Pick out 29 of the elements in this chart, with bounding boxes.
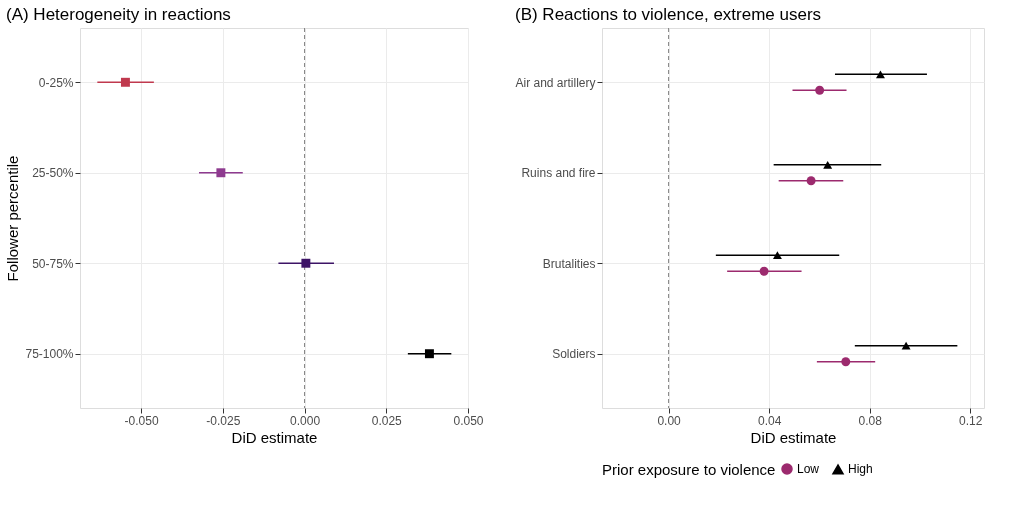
y-tick-label: 25-50% <box>32 166 74 181</box>
x-tick-label: 0.050 <box>453 413 484 428</box>
x-tick-label: -0.025 <box>206 413 241 428</box>
legend-label: Low <box>797 462 820 476</box>
x-tick-label: 0.12 <box>959 413 983 428</box>
x-tick-label: 0.08 <box>858 413 883 428</box>
point <box>301 258 311 268</box>
x-tick-label: 0.000 <box>290 413 321 428</box>
x-axis-title: DiD estimate <box>231 428 318 446</box>
legend-label: High <box>848 462 873 477</box>
x-tick-label: 0.04 <box>757 413 782 428</box>
y-tick-label: Brutalities <box>542 256 596 271</box>
legend-title: Prior exposure to violence <box>602 461 776 478</box>
point <box>120 77 130 87</box>
y-tick-label: Air and artillery <box>515 75 596 90</box>
x-tick-label: 0.00 <box>657 413 682 428</box>
y-tick-label: 75-100% <box>25 347 74 362</box>
y-axis-title: Follower percentile <box>4 155 22 282</box>
y-tick-label: 50-75% <box>32 256 74 271</box>
chart-title: (A) Heterogeneity in reactions <box>5 4 231 24</box>
x-tick-label: 0.025 <box>371 413 403 428</box>
chart-title: (B) Reactions to violence, extreme users <box>514 4 822 24</box>
x-axis-title: DiD estimate <box>750 428 837 446</box>
point <box>424 349 434 359</box>
y-tick-label: 0-25% <box>38 75 74 90</box>
y-tick-label: Ruins and fire <box>521 166 596 181</box>
y-tick-label: Soldiers <box>552 347 596 362</box>
x-tick-label: -0.050 <box>124 413 159 428</box>
point <box>216 168 226 178</box>
